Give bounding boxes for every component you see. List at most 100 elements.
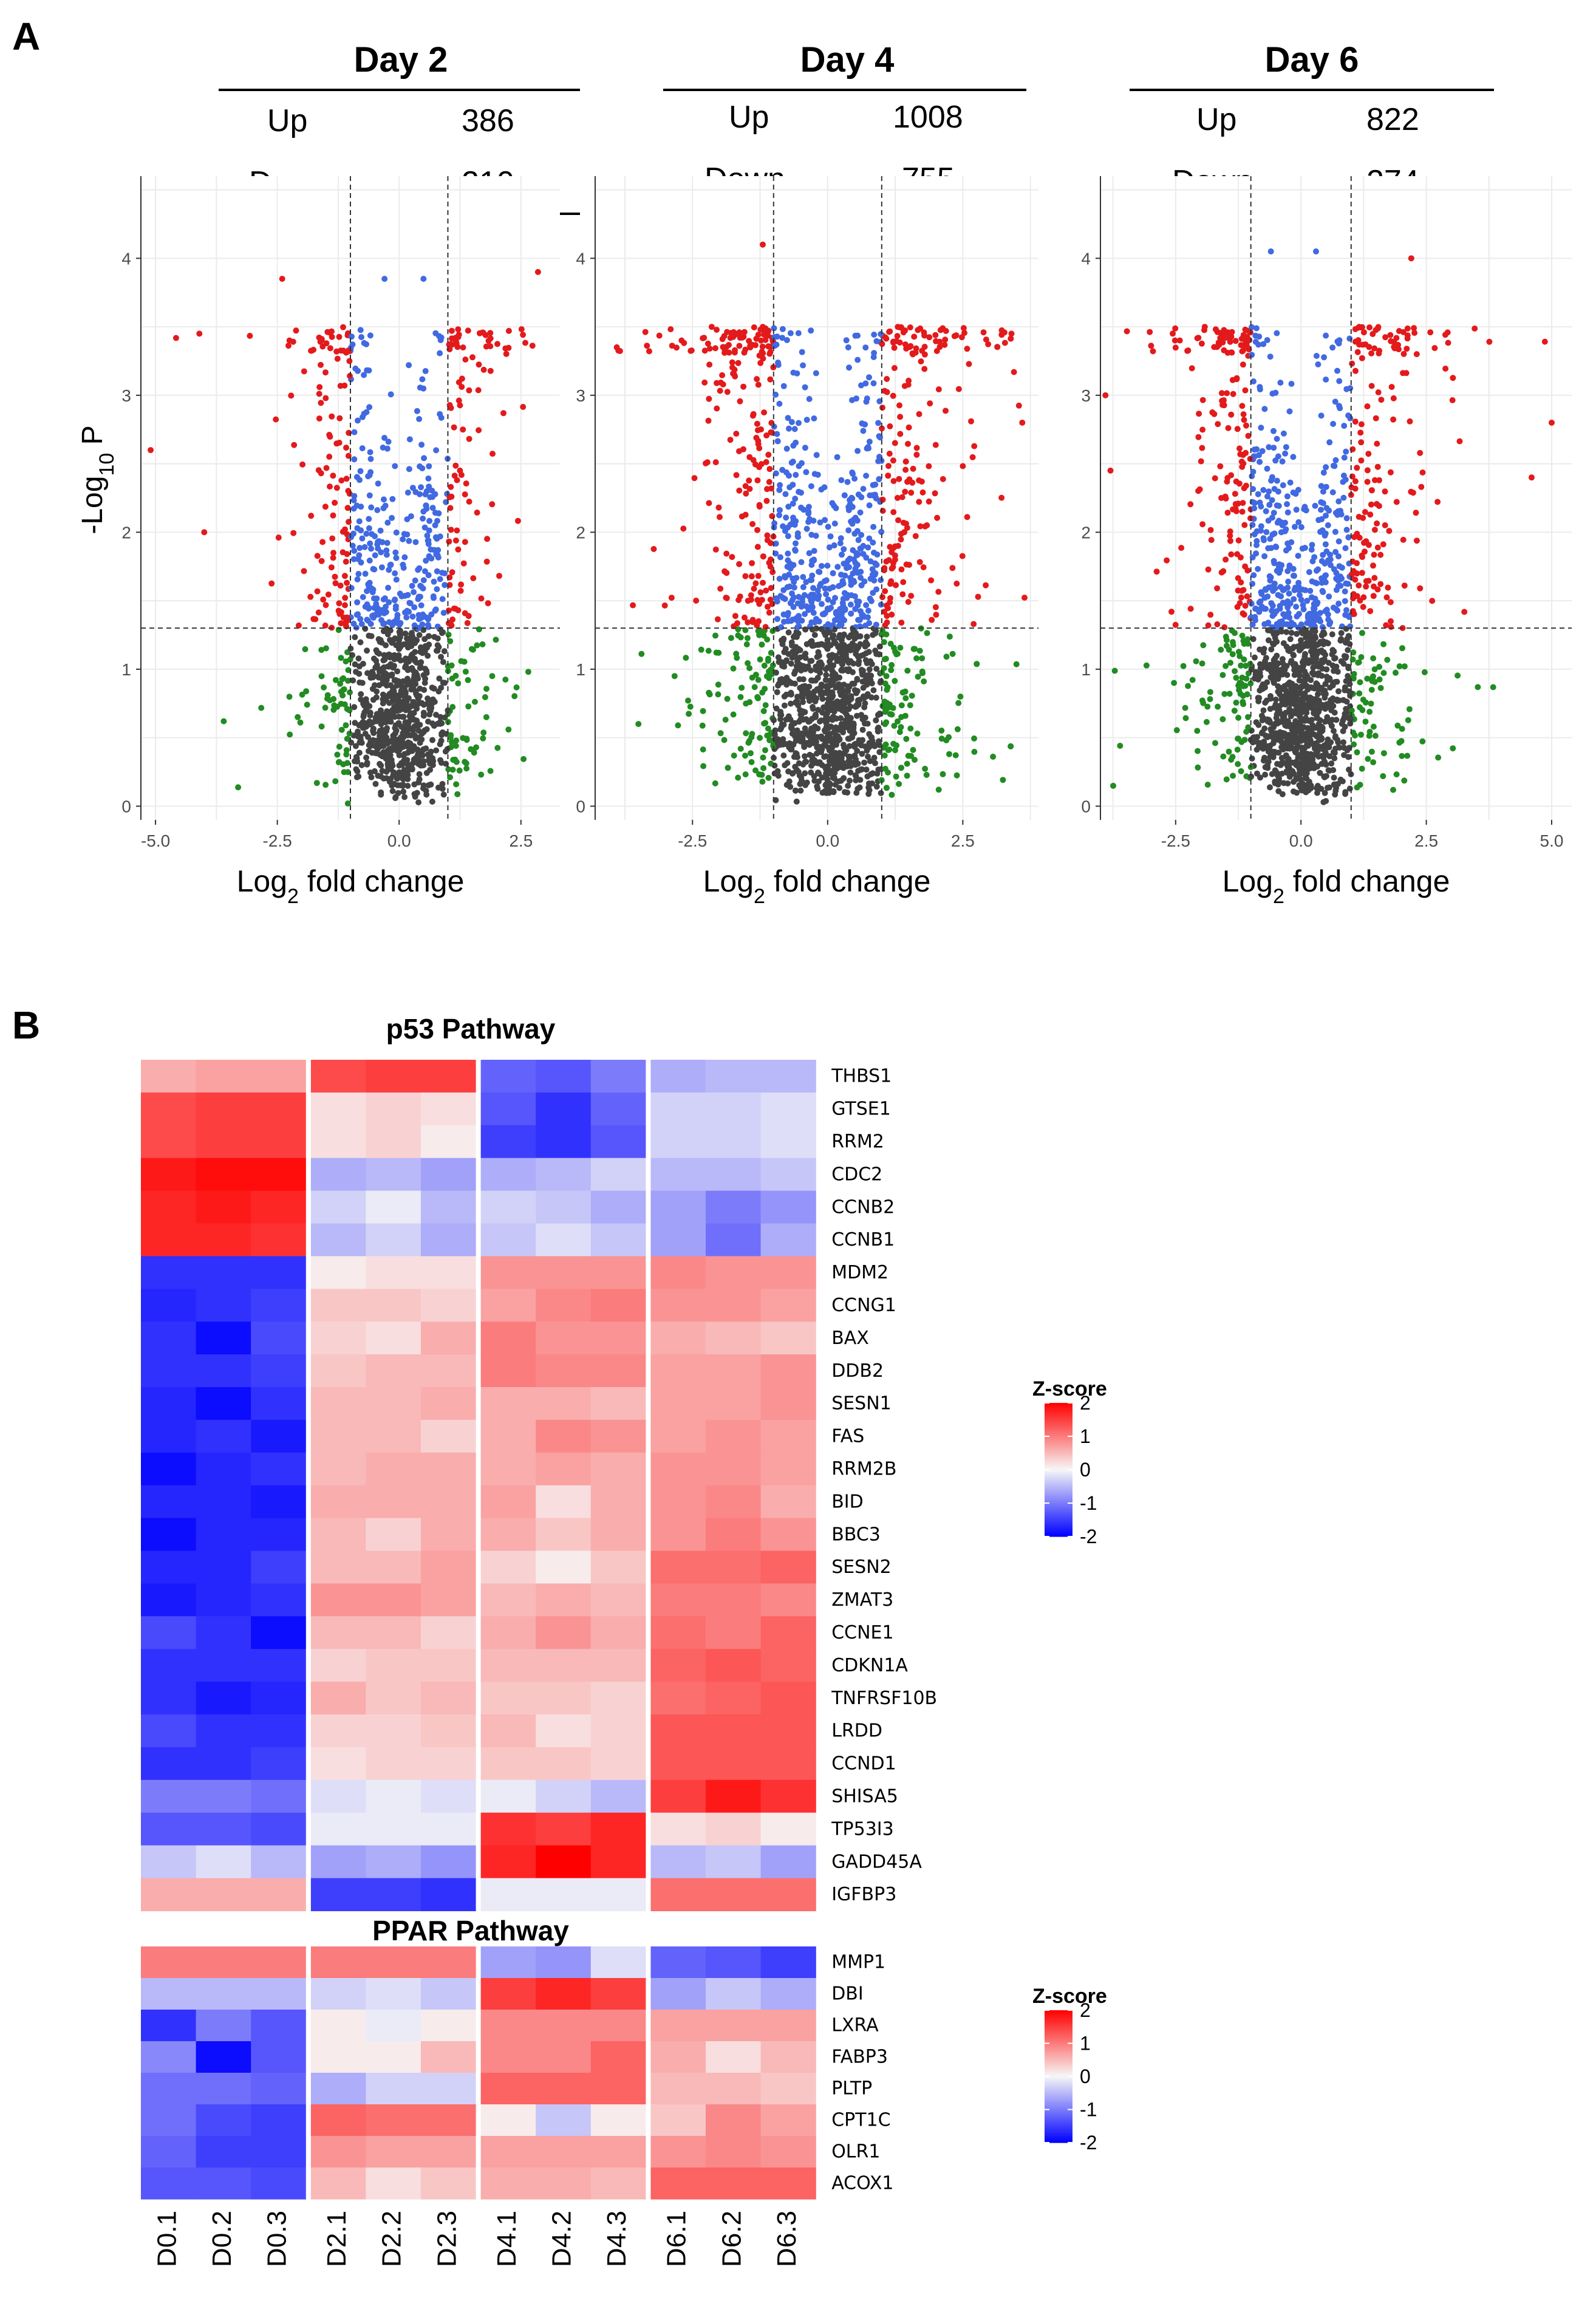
data-point bbox=[705, 647, 712, 654]
data-point bbox=[1396, 663, 1403, 670]
data-point bbox=[1297, 720, 1303, 726]
y-tick-label: 0 bbox=[1081, 797, 1091, 816]
data-point bbox=[789, 770, 796, 777]
x-tick-label: 2.5 bbox=[509, 831, 533, 850]
data-point bbox=[1318, 506, 1324, 513]
data-point bbox=[1341, 454, 1348, 461]
data-point bbox=[384, 714, 391, 721]
data-point bbox=[916, 411, 922, 417]
data-point bbox=[892, 747, 898, 754]
data-point bbox=[1251, 505, 1258, 511]
data-point bbox=[738, 684, 745, 691]
data-point bbox=[383, 677, 390, 684]
data-point bbox=[409, 766, 415, 773]
data-point bbox=[779, 721, 785, 728]
data-point bbox=[705, 417, 712, 424]
data-point bbox=[404, 489, 411, 496]
data-point bbox=[784, 760, 791, 766]
data-point bbox=[1232, 668, 1238, 675]
data-point bbox=[841, 681, 847, 688]
data-point bbox=[735, 597, 742, 603]
data-point bbox=[336, 415, 343, 421]
data-point bbox=[1172, 325, 1179, 332]
data-point bbox=[1360, 514, 1366, 521]
data-point bbox=[436, 675, 443, 682]
x-tick-label: 2.5 bbox=[1414, 831, 1438, 850]
data-point bbox=[661, 602, 668, 609]
data-point bbox=[1268, 646, 1275, 653]
data-point bbox=[370, 719, 377, 726]
data-point bbox=[1267, 353, 1274, 360]
data-point bbox=[802, 626, 809, 633]
data-point bbox=[792, 733, 799, 740]
data-point bbox=[354, 599, 361, 605]
data-point bbox=[361, 372, 367, 378]
data-point bbox=[1220, 753, 1227, 760]
data-point bbox=[921, 332, 928, 339]
data-point bbox=[1370, 655, 1377, 661]
data-point bbox=[898, 765, 904, 771]
data-point bbox=[401, 697, 408, 703]
data-point bbox=[776, 486, 783, 493]
data-point bbox=[344, 579, 350, 586]
data-point bbox=[392, 708, 398, 715]
data-point bbox=[480, 729, 487, 736]
data-point bbox=[1396, 328, 1402, 334]
data-point bbox=[932, 490, 938, 497]
up-label: Up bbox=[729, 100, 769, 135]
data-point bbox=[1390, 416, 1397, 423]
data-point bbox=[762, 336, 769, 343]
data-point bbox=[322, 645, 329, 652]
data-point bbox=[1394, 722, 1401, 729]
data-point bbox=[868, 694, 875, 701]
data-point bbox=[1313, 567, 1320, 574]
data-point bbox=[398, 760, 404, 766]
data-point bbox=[474, 510, 480, 516]
data-point bbox=[371, 604, 378, 611]
data-point bbox=[768, 650, 774, 656]
data-point bbox=[1283, 444, 1289, 451]
data-point bbox=[1283, 526, 1289, 533]
data-point bbox=[1124, 328, 1130, 335]
data-point bbox=[1147, 329, 1153, 335]
data-point bbox=[1400, 350, 1407, 357]
data-point bbox=[428, 781, 434, 788]
data-point bbox=[172, 335, 179, 341]
data-point bbox=[717, 585, 724, 592]
data-point bbox=[348, 585, 355, 592]
data-point bbox=[426, 483, 432, 490]
data-point bbox=[361, 544, 368, 550]
data-point bbox=[367, 332, 373, 339]
data-point bbox=[469, 354, 476, 361]
data-point bbox=[442, 582, 448, 588]
data-point bbox=[724, 389, 731, 395]
data-point bbox=[1273, 544, 1280, 550]
data-point bbox=[883, 785, 890, 791]
data-point bbox=[686, 711, 692, 717]
data-point bbox=[1288, 619, 1295, 626]
data-point bbox=[1314, 725, 1321, 731]
data-point bbox=[381, 657, 388, 663]
data-point bbox=[737, 398, 743, 404]
data-point bbox=[850, 660, 857, 667]
data-point bbox=[336, 759, 343, 765]
data-point bbox=[1274, 519, 1281, 526]
data-point bbox=[691, 475, 698, 482]
data-point bbox=[1274, 435, 1280, 442]
data-point bbox=[359, 535, 366, 542]
data-point bbox=[919, 655, 926, 661]
data-point bbox=[326, 454, 333, 460]
data-point bbox=[905, 424, 912, 431]
data-point bbox=[1287, 713, 1294, 720]
data-point bbox=[914, 730, 921, 737]
data-point bbox=[772, 541, 779, 547]
data-point bbox=[400, 565, 407, 571]
data-point bbox=[824, 637, 831, 643]
data-point bbox=[1301, 673, 1308, 680]
data-point bbox=[840, 765, 847, 771]
data-point bbox=[868, 680, 875, 687]
data-point bbox=[851, 593, 858, 599]
data-point bbox=[1335, 553, 1342, 560]
data-point bbox=[343, 751, 350, 758]
